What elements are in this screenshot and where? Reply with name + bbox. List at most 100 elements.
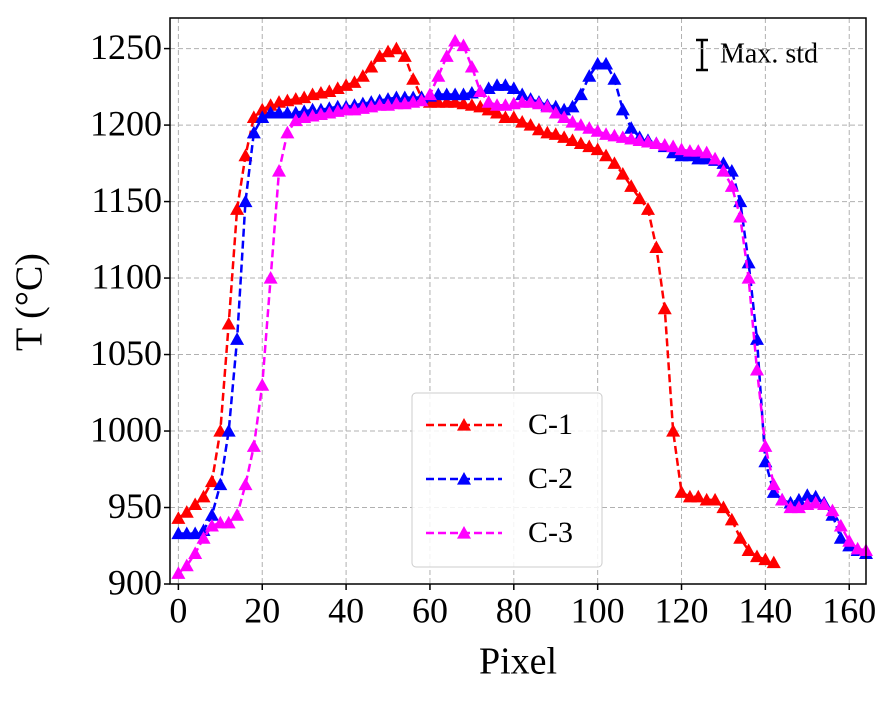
marker: [263, 271, 278, 284]
marker: [531, 96, 546, 110]
marker: [565, 115, 580, 128]
marker: [179, 558, 194, 572]
marker: [179, 505, 194, 518]
marker: [624, 179, 639, 192]
marker: [238, 148, 253, 162]
y-tick-label: 900: [108, 562, 162, 602]
marker: [833, 531, 848, 544]
marker: [749, 332, 764, 345]
marker: [582, 139, 597, 153]
marker: [531, 122, 546, 136]
marker: [506, 110, 521, 124]
marker: [850, 541, 865, 555]
marker: [640, 202, 655, 215]
marker: [582, 69, 597, 82]
marker: [204, 508, 219, 521]
marker: [716, 156, 731, 169]
legend-box: [411, 392, 603, 568]
marker: [389, 41, 404, 55]
marker: [607, 156, 622, 169]
legend: C-1 C-2 C-3: [411, 392, 603, 568]
marker: [397, 49, 412, 62]
marker: [431, 69, 446, 82]
x-axis-label: Pixel: [479, 641, 557, 683]
marker: [733, 531, 748, 544]
marker: [557, 130, 572, 143]
max-std-icon: [696, 38, 708, 72]
marker: [355, 69, 370, 82]
marker: [188, 497, 203, 511]
marker: [464, 59, 479, 73]
marker: [842, 534, 857, 547]
marker: [758, 552, 773, 566]
marker: [481, 102, 496, 116]
x-tick-label: 80: [496, 590, 532, 630]
marker: [221, 515, 236, 529]
marker: [607, 72, 622, 85]
marker: [498, 78, 513, 91]
marker: [448, 33, 463, 47]
plot-frame: [169, 17, 867, 585]
marker: [490, 105, 505, 119]
y-tick-label: 1000: [90, 409, 162, 449]
marker: [364, 59, 379, 73]
marker: [548, 127, 563, 140]
marker: [456, 38, 471, 52]
annotation: Max. std: [720, 38, 818, 69]
marker: [749, 549, 764, 563]
y-tick-label: 1200: [90, 103, 162, 143]
marker: [448, 95, 463, 108]
marker: [565, 133, 580, 146]
marker: [632, 191, 647, 205]
marker: [196, 531, 211, 544]
marker: [439, 49, 454, 62]
x-tick-label: 60: [412, 590, 448, 630]
marker: [255, 102, 270, 116]
marker: [515, 115, 530, 128]
marker: [674, 142, 689, 156]
marker: [255, 110, 270, 124]
marker: [473, 84, 488, 98]
marker: [640, 134, 655, 148]
x-tick-label: 120: [655, 590, 709, 630]
marker: [230, 202, 245, 215]
marker: [691, 489, 706, 503]
marker: [624, 121, 639, 134]
marker: [590, 124, 605, 137]
y-tick-label: 1250: [90, 27, 162, 67]
marker: [422, 87, 437, 101]
marker: [523, 95, 538, 108]
marker: [548, 105, 563, 119]
marker: [171, 566, 186, 579]
marker: [624, 131, 639, 145]
marker: [347, 75, 362, 88]
marker: [632, 133, 647, 146]
marker: [741, 271, 756, 284]
marker: [246, 125, 261, 139]
legend-marker: [457, 418, 471, 431]
marker: [464, 98, 479, 111]
marker: [523, 118, 538, 131]
x-tick-label: 160: [822, 590, 876, 630]
marker: [573, 87, 588, 101]
marker: [766, 485, 781, 498]
marker: [724, 179, 739, 192]
marker: [540, 125, 555, 139]
marker: [272, 163, 287, 177]
marker: [221, 424, 236, 437]
marker: [649, 240, 664, 254]
marker: [213, 477, 228, 491]
y-tick-label: 950: [108, 486, 162, 526]
marker: [615, 130, 630, 143]
x-tick-label: 100: [571, 590, 625, 630]
marker: [607, 128, 622, 142]
marker: [599, 148, 614, 162]
legend-label: C-1: [528, 408, 573, 441]
marker: [196, 489, 211, 503]
marker: [808, 495, 823, 509]
marker: [666, 424, 681, 437]
marker: [657, 301, 672, 315]
marker: [741, 543, 756, 556]
marker: [188, 546, 203, 560]
